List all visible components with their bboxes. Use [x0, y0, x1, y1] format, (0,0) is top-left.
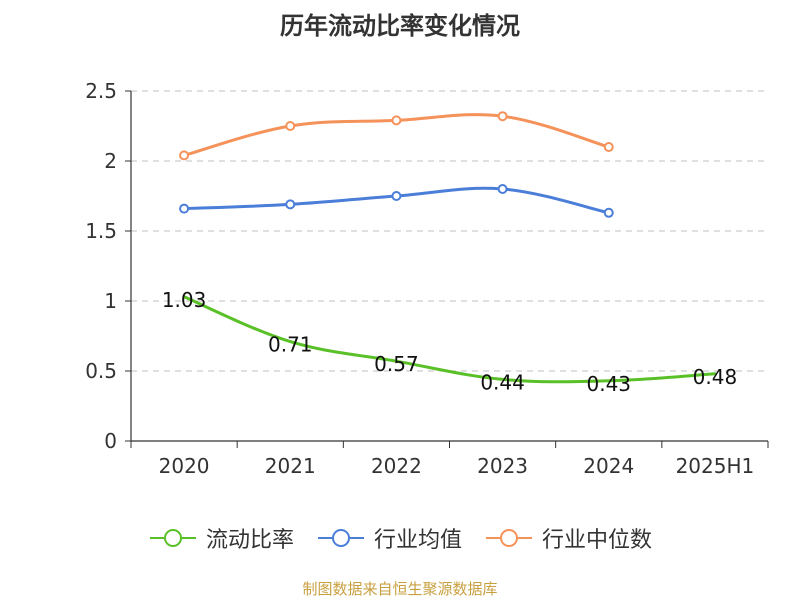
- legend-item-current-ratio[interactable]: 流动比率: [148, 522, 294, 554]
- legend-line-icon: [486, 529, 532, 547]
- data-label: 1.03: [162, 288, 207, 312]
- x-tick-label: 2024: [583, 454, 634, 478]
- data-point: [179, 150, 190, 161]
- legend-item-industry-mean[interactable]: 行业均值: [316, 522, 462, 554]
- series-line-0: [182, 295, 717, 384]
- data-label: 0.48: [693, 365, 738, 389]
- x-tick-label: 2021: [265, 454, 316, 478]
- data-point: [285, 121, 296, 131]
- legend-item-industry-median[interactable]: 行业中位数: [484, 522, 652, 554]
- data-point: [603, 142, 614, 152]
- x-tick-label: 2020: [159, 454, 210, 478]
- y-tick-label: 1: [104, 289, 117, 313]
- x-tick-label: 2025H1: [676, 454, 755, 478]
- x-tick-label: 2023: [477, 454, 528, 478]
- source-note: 制图数据来自恒生聚源数据库: [302, 580, 498, 598]
- data-point: [391, 191, 402, 201]
- data-point: [603, 207, 614, 218]
- y-tick-label: 2.5: [85, 79, 117, 103]
- legend-label: 行业均值: [373, 528, 462, 553]
- y-tick-label: 1.5: [85, 219, 117, 243]
- legend-line-icon: [149, 529, 196, 547]
- data-label: 0.71: [268, 333, 313, 357]
- data-point: [391, 115, 402, 126]
- legend-line-icon: [317, 529, 364, 547]
- y-tick-label: 0: [104, 429, 117, 453]
- y-tick-label: 2: [104, 149, 117, 173]
- y-tick-label: 0.5: [85, 359, 117, 383]
- data-label: 0.43: [586, 372, 631, 396]
- data-label: 0.57: [374, 352, 419, 376]
- legend: 流动比率 行业均值 行业中位数: [0, 520, 800, 556]
- data-label: 0.44: [480, 370, 525, 394]
- legend-label: 行业中位数: [542, 528, 653, 553]
- legend-label: 流动比率: [205, 528, 294, 553]
- data-point: [179, 203, 190, 214]
- data-point: [285, 199, 296, 210]
- data-point: [497, 184, 508, 194]
- x-tick-label: 2022: [371, 454, 422, 478]
- data-point: [497, 111, 508, 122]
- chart-title: 历年流动比率变化情况: [280, 12, 520, 40]
